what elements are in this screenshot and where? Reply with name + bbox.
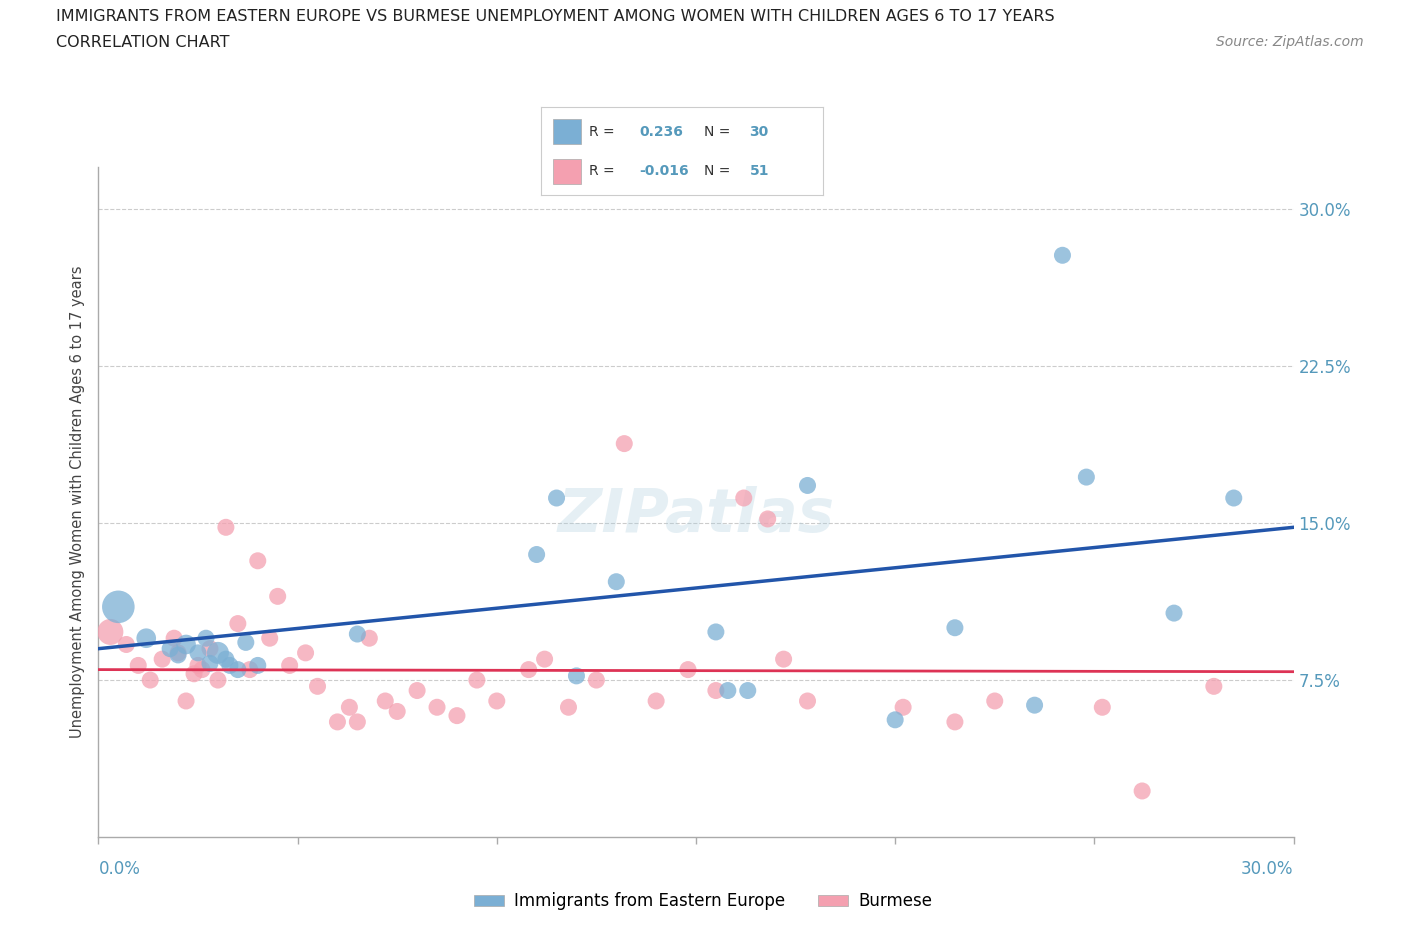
Point (557, 700, 579, 715)
Point (517, 662, 540, 677)
Point (884, 712, 907, 727)
Point (174, 694, 197, 709)
Point (772, 652, 794, 667)
Point (796, 478, 818, 493)
Point (984, 694, 1007, 709)
Point (374, 694, 396, 709)
Point (191, 662, 214, 677)
Point (167, 647, 190, 662)
Point (943, 714, 966, 729)
Point (198, 642, 221, 657)
Point (359, 631, 381, 645)
Point (485, 694, 508, 709)
Point (613, 436, 636, 451)
Point (676, 662, 699, 677)
Text: IMMIGRANTS FROM EASTERN EUROPE VS BURMESE UNEMPLOYMENT AMONG WOMEN WITH CHILDREN: IMMIGRANTS FROM EASTERN EUROPE VS BURMES… (56, 9, 1054, 24)
Point (246, 658, 269, 673)
Point (565, 669, 588, 684)
Point (406, 683, 429, 698)
Point (187, 645, 209, 660)
Text: 0.0%: 0.0% (98, 860, 141, 878)
Point (219, 658, 242, 673)
Text: N =: N = (704, 164, 731, 178)
Point (215, 520, 238, 535)
Point (159, 642, 181, 657)
Y-axis label: Unemployment Among Women with Children Ages 6 to 17 years: Unemployment Among Women with Children A… (70, 266, 86, 738)
Point (326, 714, 349, 729)
Text: R =: R = (589, 164, 614, 178)
Point (645, 694, 668, 709)
Point (198, 656, 221, 671)
Point (239, 662, 262, 677)
Point (139, 672, 162, 687)
Point (1222, 491, 1246, 506)
Point (278, 658, 301, 673)
Point (1076, 470, 1098, 485)
Point (226, 617, 249, 631)
Point (207, 645, 229, 660)
Point (704, 683, 727, 698)
Point (346, 627, 368, 642)
Point (127, 658, 149, 673)
Point (195, 631, 218, 645)
Point (174, 637, 197, 652)
Point (107, 600, 129, 615)
Point (1091, 700, 1114, 715)
Point (546, 491, 568, 506)
Point (207, 672, 229, 687)
Point (943, 620, 966, 635)
Text: CORRELATION CHART: CORRELATION CHART (56, 35, 229, 50)
Point (307, 679, 329, 694)
Point (1052, 248, 1074, 263)
Point (167, 645, 190, 660)
Point (187, 658, 209, 673)
Point (717, 683, 740, 698)
Point (704, 625, 727, 640)
Point (1163, 605, 1185, 620)
Point (294, 645, 316, 660)
Point (339, 700, 360, 715)
Text: R =: R = (589, 125, 614, 139)
Point (737, 683, 759, 698)
Point (733, 491, 755, 506)
Point (246, 553, 269, 568)
Point (426, 700, 449, 715)
Point (605, 575, 627, 590)
Point (1202, 679, 1225, 694)
Point (585, 672, 607, 687)
Point (526, 547, 548, 562)
Text: 0.236: 0.236 (640, 125, 683, 139)
Bar (553, 119, 581, 144)
Point (215, 652, 238, 667)
Point (756, 512, 779, 526)
Point (1024, 698, 1046, 712)
Point (259, 631, 281, 645)
Text: Source: ZipAtlas.com: Source: ZipAtlas.com (1216, 35, 1364, 49)
Point (183, 667, 205, 682)
Point (150, 652, 173, 667)
Point (115, 637, 138, 652)
Point (446, 709, 468, 724)
Point (226, 662, 249, 677)
Point (235, 635, 257, 650)
Point (796, 694, 818, 709)
Text: 30.0%: 30.0% (1241, 860, 1294, 878)
Text: 51: 51 (749, 164, 769, 178)
Point (1130, 783, 1153, 798)
Point (267, 589, 290, 604)
Point (465, 672, 488, 687)
Point (135, 631, 157, 645)
Point (533, 652, 555, 667)
Point (385, 704, 409, 719)
Text: N =: N = (704, 125, 731, 139)
Text: ZIPatlas: ZIPatlas (557, 486, 835, 545)
Point (100, 625, 122, 640)
Text: 30: 30 (749, 125, 769, 139)
Legend: Immigrants from Eastern Europe, Burmese: Immigrants from Eastern Europe, Burmese (467, 885, 939, 917)
Text: -0.016: -0.016 (640, 164, 689, 178)
Bar (553, 159, 581, 184)
Point (346, 714, 368, 729)
Point (891, 700, 914, 715)
Point (163, 631, 186, 645)
